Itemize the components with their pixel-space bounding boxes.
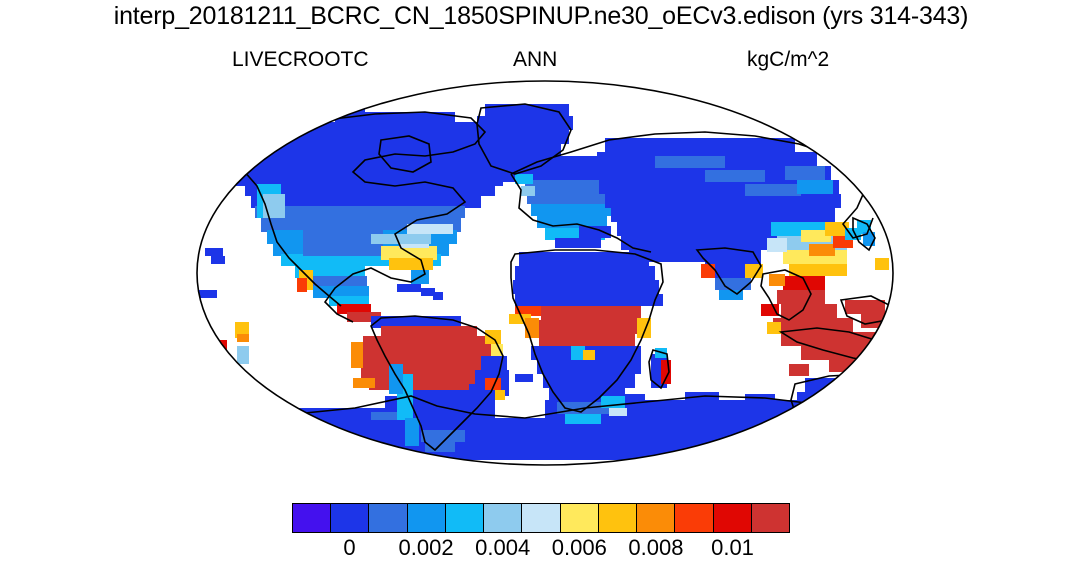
colorbar-cell-12 (751, 504, 790, 532)
variable-label: LIVECROOTC (232, 48, 369, 71)
colorbar-cell-11 (713, 504, 752, 532)
colorbar-tick-labels: 0 0.002 0.004 0.006 0.008 0.01 (292, 534, 790, 561)
page-title: interp_20181211_BCRC_CN_1850SPINUP.ne30_… (113, 2, 969, 30)
colorbar-tick-0: 0 (343, 535, 356, 560)
units-label: kgC/m^2 (747, 48, 830, 71)
colorbar-cell-1 (331, 504, 370, 532)
map-svg (185, 78, 905, 468)
colorbar-cell-8 (598, 504, 638, 532)
region-africa (509, 252, 671, 424)
colorbar: 0 0.002 0.004 0.006 0.008 0.01 (292, 503, 790, 561)
colorbar-cell-10 (675, 504, 714, 532)
colorbar-cell-5 (484, 504, 523, 532)
world-map-plot (185, 78, 905, 468)
colorbar-tick-4: 0.008 (628, 535, 684, 560)
colorbar-cell-2 (369, 504, 408, 532)
colorbar-tick-5: 0.01 (711, 535, 754, 560)
colorbar-cell-6 (522, 504, 561, 532)
region-south-america (351, 316, 509, 452)
colorbar-cell-7 (560, 504, 599, 532)
colorbar-cell-3 (407, 504, 446, 532)
region-europe (515, 156, 611, 248)
data-raster-layer (197, 100, 893, 460)
colorbar-tick-1: 0.002 (398, 535, 454, 560)
colorbar-tick-3: 0.006 (551, 535, 607, 560)
time-average-label: ANN (513, 48, 558, 71)
projection-boundary (196, 80, 894, 466)
colorbar-strip (292, 503, 790, 533)
colorbar-cell-0 (293, 504, 332, 532)
colorbar-cell-9 (637, 504, 676, 532)
colorbar-cell-4 (445, 504, 485, 532)
colorbar-tick-2: 0.004 (475, 535, 531, 560)
